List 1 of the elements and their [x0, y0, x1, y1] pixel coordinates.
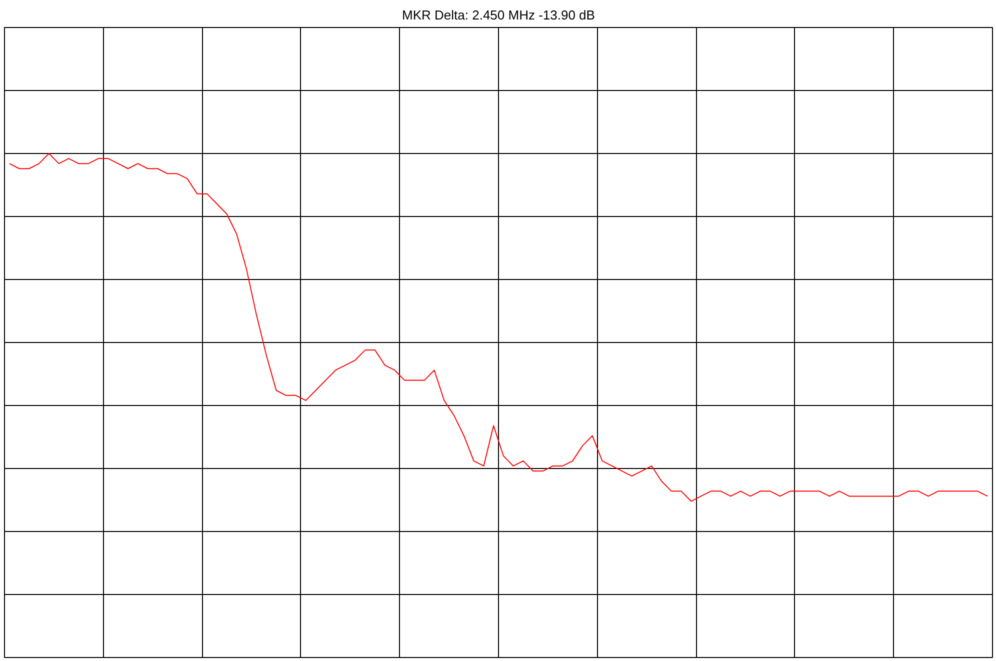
chart-title: MKR Delta: 2.450 MHz -13.90 dB — [402, 8, 595, 22]
